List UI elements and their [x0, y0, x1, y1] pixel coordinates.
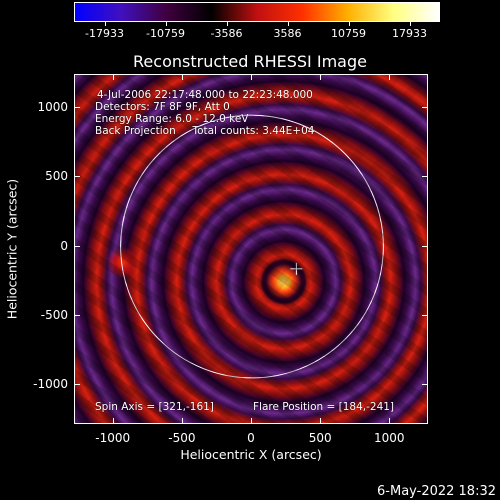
- flare-position-text: Flare Position = [184,-241]: [253, 401, 395, 413]
- spin-axis-text: Spin Axis = [321,-161]: [95, 401, 214, 413]
- x-tick: [251, 418, 252, 424]
- colorbar-tick: [348, 22, 350, 26]
- x-tick: [251, 74, 252, 80]
- y-tick-label: -500: [40, 307, 68, 322]
- colorbar-tick-label: 3586: [273, 27, 302, 40]
- colorbar-tick-label: -17933: [85, 27, 124, 40]
- colorbar-tick-label: -3586: [210, 27, 243, 40]
- x-tick: [320, 74, 322, 80]
- y-tick: [422, 176, 428, 178]
- y-tick: [74, 314, 80, 316]
- x-tick: [112, 418, 114, 424]
- x-tick-label: 1000: [374, 431, 405, 445]
- y-tick: [74, 245, 80, 247]
- y-tick-label: 0: [60, 238, 68, 253]
- y-tick: [422, 107, 428, 109]
- x-tick: [320, 418, 322, 424]
- x-axis-label: Heliocentric X (arcsec): [180, 447, 322, 462]
- colorbar-tick: [165, 22, 167, 26]
- y-tick: [74, 383, 80, 385]
- y-tick: [422, 314, 428, 316]
- y-tick: [74, 176, 80, 178]
- solar-disk-circle: [120, 114, 384, 379]
- colorbar-tick: [104, 22, 106, 26]
- colorbar-tick-label: -10759: [146, 27, 185, 40]
- colorbar-tick: [409, 22, 411, 26]
- x-tick-label: 500: [308, 431, 332, 445]
- y-tick-label: 1000: [37, 100, 68, 115]
- y-axis-label: Heliocentric Y (arcsec): [4, 178, 20, 320]
- y-tick: [422, 245, 428, 247]
- x-tick-label: -500: [168, 431, 196, 445]
- colorbar-tick: [287, 22, 289, 26]
- timestamp: 6-May-2022 18:32: [377, 484, 496, 499]
- info-line-detectors: Detectors: 7F 8F 9F, Att 0: [95, 101, 230, 113]
- x-tick: [389, 74, 391, 80]
- image-title: Reconstructed RHESSI Image: [133, 52, 367, 71]
- x-tick-label: -1000: [95, 431, 131, 445]
- y-tick-label: 500: [45, 169, 68, 184]
- x-tick: [181, 74, 183, 80]
- info-line-method: Back Projection Total counts: 3.44E+04: [95, 125, 315, 137]
- x-tick: [389, 418, 391, 424]
- info-line-energy: Energy Range: 6.0 - 12.0 keV: [95, 113, 249, 125]
- x-tick: [181, 418, 183, 424]
- colorbar-tick: [226, 22, 228, 26]
- spin-axis-marker: [290, 262, 303, 275]
- y-tick-label: -1000: [33, 376, 68, 391]
- y-tick: [422, 383, 428, 385]
- info-line-time: 4-Jul-2006 22:17:48.000 to 22:23:48.000: [97, 89, 313, 101]
- y-tick: [74, 107, 80, 109]
- x-tick: [112, 74, 114, 80]
- colorbar: [74, 2, 440, 22]
- x-tick-label: 0: [247, 431, 255, 445]
- colorbar-tick-label: 10759: [331, 27, 366, 40]
- rhessi-image: 4-Jul-2006 22:17:48.000 to 22:23:48.000 …: [74, 74, 428, 424]
- colorbar-tick-label: 17933: [392, 27, 427, 40]
